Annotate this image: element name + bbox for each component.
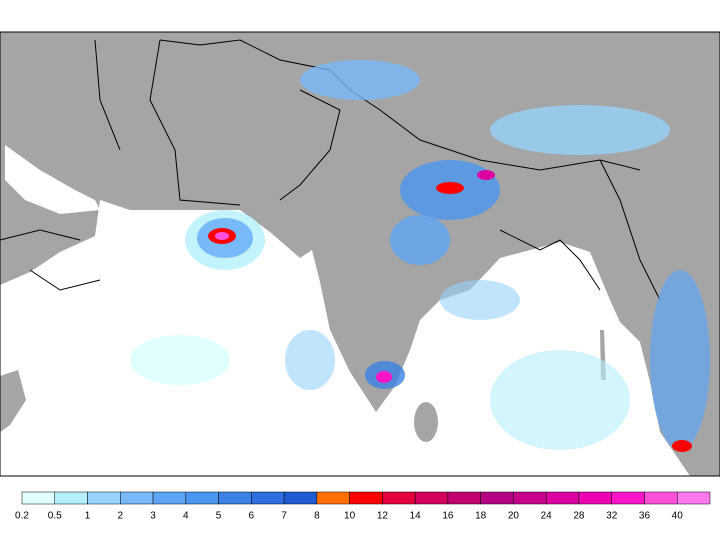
color-label: 3 (150, 511, 156, 522)
color-swatch (644, 491, 678, 505)
color-swatch (513, 491, 547, 505)
color-swatch (447, 491, 481, 505)
rainfall (130, 60, 710, 452)
color-swatch (251, 491, 285, 505)
rain-area (490, 105, 670, 155)
rain-area (130, 335, 230, 385)
color-label: 0.5 (48, 511, 62, 522)
color-swatch (578, 491, 612, 505)
color-label: 2 (118, 511, 124, 522)
color-swatch (283, 491, 318, 505)
color-label: 20 (508, 511, 520, 522)
color-label: 18 (475, 511, 487, 522)
color-swatch (545, 491, 580, 505)
color-label: 24 (541, 511, 553, 522)
color-swatch (382, 491, 416, 505)
color-label: 6 (249, 511, 255, 522)
color-swatch (414, 491, 449, 505)
color-label: 12 (377, 511, 389, 522)
rain-area (285, 330, 335, 390)
color-label: 14 (410, 511, 422, 522)
color-swatch (185, 491, 219, 505)
color-swatch (87, 491, 121, 505)
color-swatch (21, 491, 56, 505)
color-swatch (349, 491, 383, 505)
rain-area (440, 280, 520, 320)
rain-area (300, 60, 420, 100)
rain-area (672, 440, 692, 452)
color-label: 32 (606, 511, 618, 522)
color-label: 10 (344, 511, 356, 522)
color-swatch (676, 491, 711, 505)
color-swatch (611, 491, 645, 505)
rain-area (390, 215, 450, 265)
color-swatch (480, 491, 514, 505)
rain-area (436, 182, 464, 194)
color-bar: 0.2 0.5 1 2 3 4 5 6 7 8 10 12 14 16 18 20 24 28 32 36 40 (15, 491, 711, 522)
rain-area (477, 170, 495, 180)
rain-area (215, 232, 229, 240)
color-swatch (152, 491, 187, 505)
color-label: 1 (85, 511, 91, 522)
sri-lanka (414, 402, 438, 442)
color-swatch (218, 491, 252, 505)
persian-gulf (5, 145, 100, 214)
color-label: 0.2 (15, 511, 29, 522)
color-label: 40 (672, 511, 684, 522)
color-swatch (54, 491, 88, 505)
rain-area (650, 270, 710, 450)
color-swatch (120, 491, 154, 505)
color-label: 16 (442, 511, 454, 522)
color-label: 5 (216, 511, 222, 522)
rain-area (376, 371, 392, 383)
color-label: 36 (639, 511, 651, 522)
color-swatch (316, 491, 350, 505)
color-label: 28 (573, 511, 585, 522)
color-label: 4 (183, 511, 189, 522)
color-label: 8 (314, 511, 320, 522)
color-label: 7 (281, 511, 287, 522)
map-frame (0, 31, 720, 477)
rain-area (490, 350, 630, 450)
africa (0, 370, 26, 432)
